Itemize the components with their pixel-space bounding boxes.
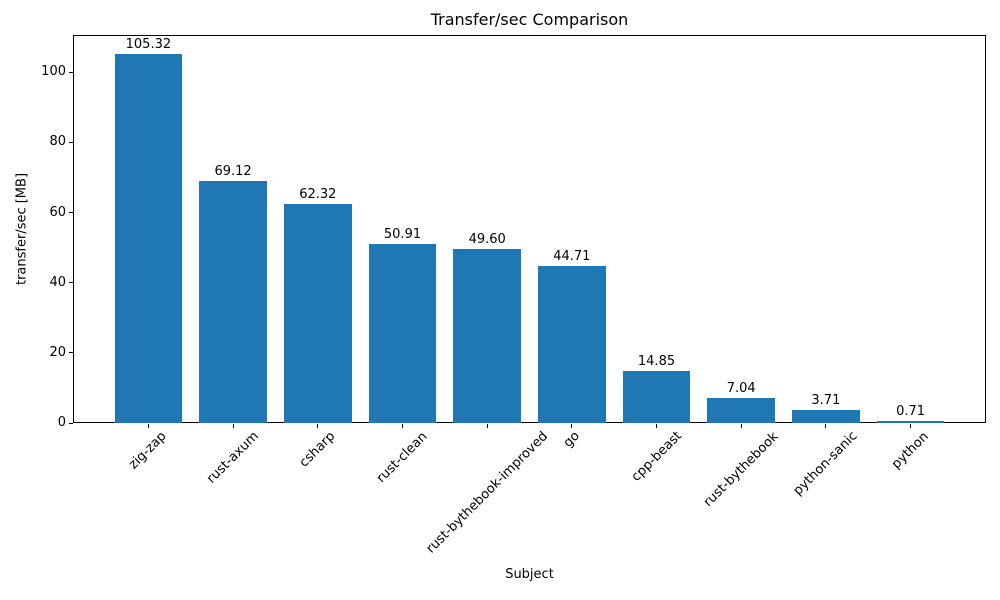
x-tick-mark	[486, 424, 488, 428]
bar-value-label: 44.71	[553, 249, 591, 265]
x-tick-mark	[232, 424, 234, 428]
x-axis-label: Subject	[505, 567, 554, 582]
x-tick-mark	[147, 424, 149, 428]
bar-value-label: 105.32	[125, 36, 172, 52]
bar-python	[876, 420, 945, 423]
x-tick-label-rust-clean: rust-clean	[373, 428, 431, 486]
y-tick-mark	[69, 352, 73, 354]
bar-rust-axum	[199, 180, 267, 423]
x-tick-mark	[825, 424, 827, 428]
x-tick-mark	[402, 424, 403, 428]
bar-value-label: 7.04	[726, 381, 756, 397]
bar-csharp	[283, 204, 352, 423]
bar-value-label: 14.85	[637, 353, 676, 369]
y-tick-mark	[69, 71, 73, 73]
bar-value-label: 0.71	[896, 403, 926, 419]
bar-value-label: 49.60	[468, 232, 506, 247]
bar-value-label: 69.12	[214, 163, 252, 179]
chart-title: Transfer/sec Comparison	[430, 10, 629, 29]
y-axis-label: transfer/sec [MB]	[14, 172, 30, 286]
bar-rust-clean	[368, 244, 437, 423]
y-tick-label: 0	[57, 415, 66, 430]
x-tick-label-csharp: csharp	[296, 429, 339, 471]
x-tick-mark	[656, 424, 657, 428]
y-tick-label: 40	[49, 274, 66, 290]
x-tick-mark	[740, 424, 742, 428]
bar-python-sanic	[792, 410, 860, 423]
x-tick-label-python-sanic: python-sanic	[790, 429, 861, 500]
bar-value-label: 62.32	[299, 187, 337, 203]
x-tick-label-rust-bythebook-improved: rust-bythebook-improved	[423, 428, 551, 557]
x-tick-label-go: go	[560, 428, 583, 451]
bar-go	[538, 266, 606, 423]
y-tick-label: 80	[49, 134, 66, 150]
bar-value-label: 3.71	[811, 393, 841, 408]
y-tick-label: 100	[41, 64, 66, 80]
x-tick-mark	[910, 424, 912, 428]
y-tick-label: 20	[49, 344, 66, 360]
bar-value-label: 50.91	[383, 227, 422, 243]
x-tick-mark	[571, 424, 573, 428]
y-tick-mark	[69, 282, 73, 284]
x-tick-label-cpp-beast: cpp-beast	[628, 428, 685, 486]
x-tick-label-zig-zap: zig-zap	[126, 428, 170, 473]
x-tick-label-python: python	[889, 428, 932, 472]
y-tick-label: 60	[49, 204, 66, 220]
x-tick-mark	[317, 424, 319, 428]
bar-rust-bythebook-improved	[453, 249, 522, 423]
y-tick-mark	[69, 422, 73, 424]
y-tick-mark	[69, 212, 73, 213]
x-tick-label-rust-axum: rust-axum	[203, 429, 262, 487]
bar-cpp-beast	[622, 370, 691, 423]
bar-zig-zap	[114, 53, 183, 423]
bar-rust-bythebook	[707, 398, 776, 423]
y-tick-mark	[69, 141, 73, 143]
x-tick-label-rust-bythebook: rust-bythebook	[700, 428, 782, 510]
